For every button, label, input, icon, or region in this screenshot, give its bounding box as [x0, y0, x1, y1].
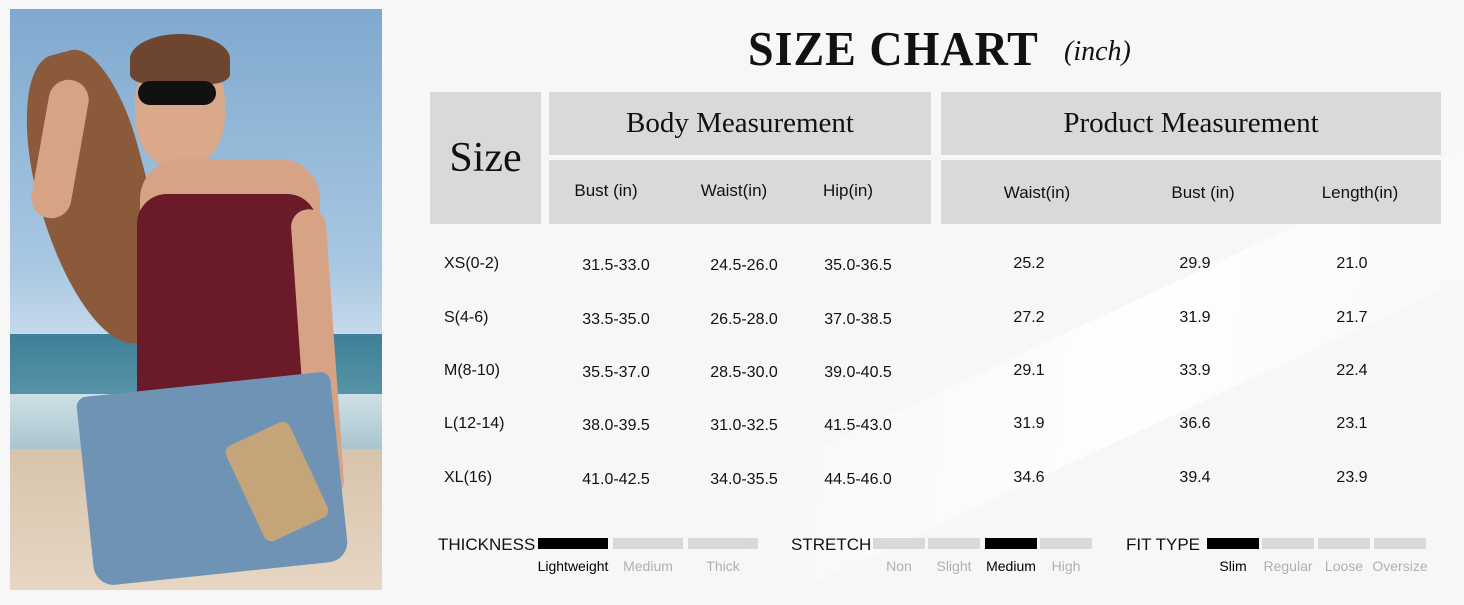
product-value: 31.9 — [1179, 309, 1211, 326]
body-value: 33.5-35.0 — [582, 311, 650, 328]
product-value: 27.2 — [1013, 309, 1045, 326]
size-header: Size — [430, 92, 541, 224]
body-subheader-bg — [549, 160, 931, 224]
body-value: 37.0-38.5 — [824, 311, 892, 328]
product-column-header: Length(in) — [1321, 183, 1399, 202]
product-value: 29.1 — [1013, 362, 1045, 379]
body-value: 44.5-46.0 — [824, 471, 892, 488]
body-value: 41.5-43.0 — [824, 417, 892, 434]
scale-level-label: Slight — [936, 558, 972, 574]
scale-level-label: Thick — [706, 558, 740, 574]
body-column-header: Waist(in) — [700, 181, 768, 200]
scale-label: STRETCH — [791, 535, 872, 554]
product-value: 39.4 — [1179, 469, 1211, 486]
scale-bar-segment — [688, 538, 758, 549]
product-value: 25.2 — [1013, 255, 1045, 272]
scale-bar-segment — [538, 538, 608, 549]
scale-level-label: Medium — [623, 558, 673, 574]
body-value: 34.0-35.5 — [710, 471, 778, 488]
product-value: 23.1 — [1336, 415, 1368, 432]
body-value: 26.5-28.0 — [710, 311, 778, 328]
page-title: SIZE CHART — [748, 21, 1039, 76]
scale-level-label: Non — [886, 558, 912, 574]
scale-bar-segment — [985, 538, 1037, 549]
body-value: 31.5-33.0 — [582, 257, 650, 274]
scale-bar-segment — [1262, 538, 1314, 549]
body-value: 24.5-26.0 — [710, 257, 778, 274]
size-label: XL(16) — [444, 469, 493, 486]
model-photo — [10, 9, 382, 590]
product-value: 21.7 — [1336, 309, 1368, 326]
scale-level-label: Loose — [1324, 558, 1364, 574]
product-subheader-bg — [941, 160, 1441, 224]
scale-level-label: Medium — [986, 558, 1036, 574]
scale-bar-segment — [928, 538, 980, 549]
scale-level-label: Oversize — [1372, 558, 1428, 574]
scale-bar-segment — [613, 538, 683, 549]
size-label: L(12-14) — [444, 415, 505, 432]
body-value: 41.0-42.5 — [582, 471, 650, 488]
size-label: S(4-6) — [444, 309, 489, 326]
product-value: 29.9 — [1179, 255, 1211, 272]
product-measurement-header: Product Measurement — [941, 92, 1441, 155]
body-value: 28.5-30.0 — [710, 364, 778, 381]
scale-label: FIT TYPE — [1126, 535, 1201, 554]
body-value: 38.0-39.5 — [582, 417, 650, 434]
scale-label: THICKNESS — [438, 535, 536, 554]
body-column-header: Bust (in) — [574, 181, 638, 200]
product-value: 22.4 — [1336, 362, 1368, 379]
scale-bar-segment — [873, 538, 925, 549]
product-value: 36.6 — [1179, 415, 1211, 432]
scale-level-label: Slim — [1219, 558, 1247, 574]
product-value: 33.9 — [1179, 362, 1211, 379]
body-value: 39.0-40.5 — [824, 364, 892, 381]
product-column-header: Waist(in) — [1003, 183, 1071, 202]
scale-bar-segment — [1318, 538, 1370, 549]
product-value: 21.0 — [1336, 255, 1368, 272]
body-value: 31.0-32.5 — [710, 417, 778, 434]
scale-bar-segment — [1207, 538, 1259, 549]
size-label: XS(0-2) — [444, 255, 500, 272]
size-label: M(8-10) — [444, 362, 501, 379]
body-value: 35.5-37.0 — [582, 364, 650, 381]
scale-level-label: Lightweight — [537, 558, 609, 574]
product-value: 23.9 — [1336, 469, 1368, 486]
product-column-header: Bust (in) — [1171, 183, 1235, 202]
unit-label: (inch) — [1064, 36, 1131, 67]
product-value: 31.9 — [1013, 415, 1045, 432]
body-value: 35.0-36.5 — [824, 257, 892, 274]
scale-bar-segment — [1374, 538, 1426, 549]
body-measurement-header: Body Measurement — [549, 92, 931, 155]
body-column-header: Hip(in) — [822, 181, 874, 200]
product-value: 34.6 — [1013, 469, 1045, 486]
scale-bar-segment — [1040, 538, 1092, 549]
scale-level-label: Regular — [1263, 558, 1313, 574]
scale-level-label: High — [1051, 558, 1081, 574]
